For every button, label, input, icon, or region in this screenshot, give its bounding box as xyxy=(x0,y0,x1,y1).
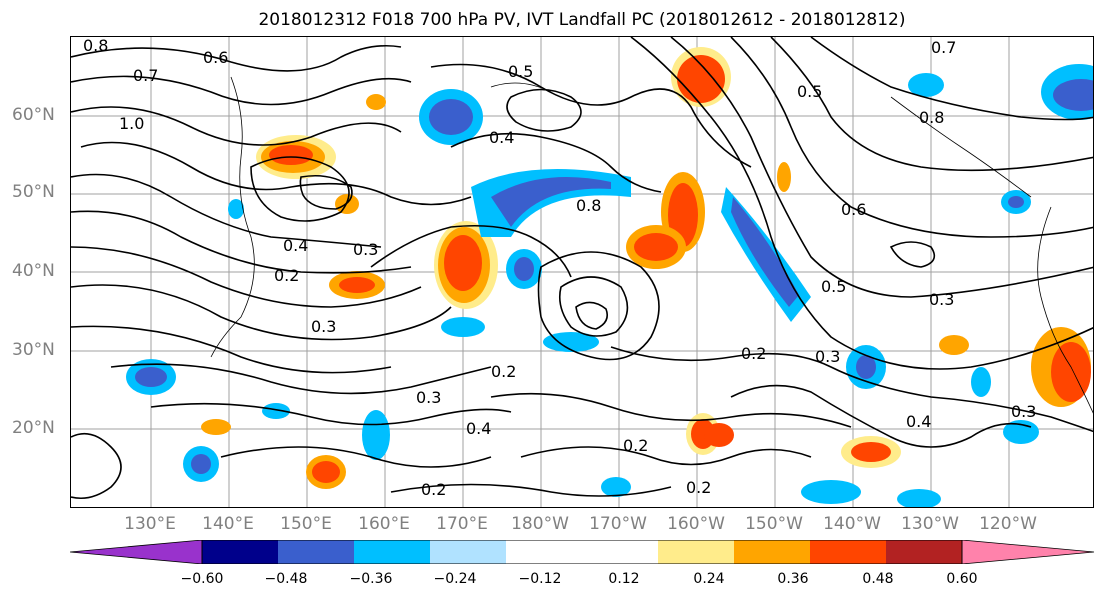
contour-label: 0.6 xyxy=(841,200,866,219)
contour-label: 0.8 xyxy=(919,108,944,127)
colorbar-swatch xyxy=(506,540,583,564)
contour-label: 0.2 xyxy=(623,436,648,455)
contour-label: 0.5 xyxy=(508,62,533,81)
contour-label: 0.2 xyxy=(491,362,516,381)
ivt-pc-shading xyxy=(126,47,1093,507)
map-panel: 0.8 0.6 0.7 1.0 0.5 0.4 0.3 0.2 0.4 0.3 … xyxy=(70,36,1094,508)
map-canvas: 0.8 0.6 0.7 1.0 0.5 0.4 0.3 0.2 0.4 0.3 … xyxy=(71,37,1093,507)
lon-label-180w: 180°W xyxy=(511,514,569,534)
contour-label: 0.3 xyxy=(1011,402,1036,421)
lon-label-120w: 120°W xyxy=(979,514,1037,534)
lon-label-150e: 150°E xyxy=(280,514,332,534)
colorbar-frame xyxy=(201,540,963,564)
colorbar-swatch xyxy=(810,540,887,564)
pv-contours xyxy=(71,37,1093,500)
contour-label: 0.2 xyxy=(741,344,766,363)
colorbar-tick: −0.36 xyxy=(349,571,393,587)
colorbar-swatch xyxy=(582,540,659,564)
lon-label-140e: 140°E xyxy=(202,514,254,534)
colorbar-swatch xyxy=(354,540,431,564)
contour-label: 0.8 xyxy=(576,196,601,215)
contour-label-group: 0.8 0.6 0.7 1.0 0.5 0.4 0.3 0.2 0.4 0.3 … xyxy=(83,37,1036,499)
colorbar-swatch xyxy=(734,540,811,564)
plot-title: 2018012312 F018 700 hPa PV, IVT Landfall… xyxy=(258,10,906,30)
colorbar-tick: 0.60 xyxy=(946,571,978,587)
lat-label-60n: 60°N xyxy=(12,105,55,125)
lon-label-130e: 130°E xyxy=(124,514,176,534)
lat-label-50n: 50°N xyxy=(12,182,55,202)
contour-label: 0.7 xyxy=(133,66,158,85)
contour-label: 0.3 xyxy=(311,317,336,336)
colorbar-tick: 0.24 xyxy=(693,571,725,587)
colorbar-swatch xyxy=(430,540,507,564)
colorbar xyxy=(70,540,1095,564)
lat-label-40n: 40°N xyxy=(12,261,55,281)
colorbar-tick: −0.48 xyxy=(264,571,308,587)
contour-label: 0.3 xyxy=(815,347,840,366)
colorbar-swatch xyxy=(278,540,355,564)
lat-label-20n: 20°N xyxy=(12,418,55,438)
colorbar-swatch xyxy=(202,540,279,564)
contour-label: 0.7 xyxy=(931,38,956,57)
colorbar-tick: −0.24 xyxy=(433,571,477,587)
contour-label: 0.2 xyxy=(421,480,446,499)
contour-label: 0.3 xyxy=(353,240,378,259)
colorbar-swatch xyxy=(886,540,963,564)
colorbar-low-arrow xyxy=(70,540,203,564)
colorbar-tick: 0.12 xyxy=(608,571,640,587)
colorbar-tick: −0.60 xyxy=(180,571,224,587)
lon-label-160w: 160°W xyxy=(667,514,725,534)
colorbar-swatch xyxy=(658,540,735,564)
lat-label-30n: 30°N xyxy=(12,340,55,360)
colorbar-tick: 0.36 xyxy=(777,571,809,587)
coastlines xyxy=(210,76,1093,414)
contour-label: 0.8 xyxy=(83,37,108,55)
contour-label: 0.2 xyxy=(274,266,299,285)
lon-label-150w: 150°W xyxy=(745,514,803,534)
contour-label: 0.5 xyxy=(821,277,846,296)
contour-label: 0.2 xyxy=(686,478,711,497)
contour-label: 1.0 xyxy=(119,114,144,133)
colorbar-tick: −0.12 xyxy=(518,571,562,587)
contour-label: 0.4 xyxy=(466,419,491,438)
contour-label: 0.3 xyxy=(929,290,954,309)
contour-label: 0.4 xyxy=(906,412,931,431)
lon-label-170w: 170°W xyxy=(589,514,647,534)
lon-label-130w: 130°W xyxy=(901,514,959,534)
contour-label: 0.6 xyxy=(203,48,228,67)
contour-label: 0.4 xyxy=(489,128,514,147)
lon-label-140w: 140°W xyxy=(823,514,881,534)
lon-label-170e: 170°E xyxy=(436,514,488,534)
colorbar-tick: 0.48 xyxy=(862,571,894,587)
contour-label: 0.5 xyxy=(797,82,822,101)
contour-label: 0.3 xyxy=(416,388,441,407)
colorbar-swatches xyxy=(202,540,963,564)
contour-label: 0.4 xyxy=(283,236,308,255)
colorbar-high-arrow xyxy=(961,540,1095,564)
lon-label-160e: 160°E xyxy=(358,514,410,534)
